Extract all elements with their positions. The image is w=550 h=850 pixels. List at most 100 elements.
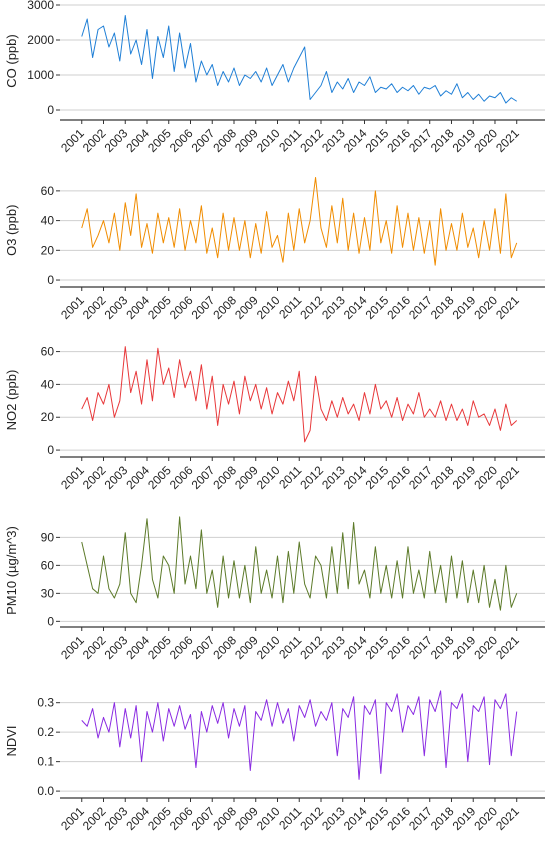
x-tick-label: 2018 (428, 126, 457, 155)
x-tick-label: 2008 (210, 126, 239, 155)
x-tick-label: 2018 (428, 463, 457, 492)
x-tick-label: 2005 (145, 463, 174, 492)
x-tick-label: 2019 (450, 463, 479, 492)
x-tick-label: 2005 (145, 126, 174, 155)
x-tick-label: 2017 (406, 633, 435, 662)
y-tick-label: 0.3 (37, 696, 54, 710)
x-tick-label: 2016 (384, 804, 413, 833)
x-tick-label: 2009 (232, 293, 261, 322)
y-tick-label: 0 (47, 614, 54, 628)
x-tick-label: 2005 (145, 293, 174, 322)
x-tick-label: 2010 (254, 126, 283, 155)
x-tick-label: 2013 (319, 633, 348, 662)
x-tick-label: 2018 (428, 293, 457, 322)
x-tick-label: 2011 (276, 463, 304, 491)
x-tick-label: 2003 (102, 804, 131, 833)
x-tick-label: 2015 (363, 463, 392, 492)
y-tick-label: 0.2 (37, 725, 54, 739)
x-tick-label: 2011 (276, 126, 304, 154)
y-axis-label: PM10 (µg/m^3) (4, 526, 19, 615)
data-line (81, 176, 518, 266)
x-tick-label: 2021 (493, 633, 522, 662)
x-tick-label: 2001 (58, 804, 87, 833)
x-tick-label: 2007 (189, 293, 218, 322)
y-tick-label: 3000 (27, 0, 54, 12)
y-axis-label: O3 (ppb) (4, 205, 19, 256)
x-tick-label: 2013 (319, 126, 348, 155)
x-tick-label: 2017 (406, 293, 435, 322)
y-tick-label: 0.1 (37, 755, 54, 769)
x-tick-label: 2006 (167, 463, 196, 492)
y-tick-label: 20 (41, 410, 55, 424)
x-tick-label: 2020 (471, 126, 500, 155)
x-tick-label: 2004 (123, 126, 152, 155)
x-tick-label: 2003 (102, 463, 131, 492)
y-tick-label: 0 (47, 443, 54, 457)
x-tick-label: 2003 (102, 126, 131, 155)
y-tick-label: 60 (41, 345, 55, 359)
x-tick-label: 2007 (189, 126, 218, 155)
x-tick-label: 2018 (428, 804, 457, 833)
x-tick-label: 2019 (450, 126, 479, 155)
x-tick-label: 2002 (80, 293, 109, 322)
x-tick-label: 2013 (319, 463, 348, 492)
x-tick-label: 2005 (145, 633, 174, 662)
x-tick-label: 2012 (297, 633, 326, 662)
x-tick-label: 2006 (167, 804, 196, 833)
x-tick-label: 2016 (384, 293, 413, 322)
x-tick-label: 2014 (341, 804, 370, 833)
x-tick-label: 2009 (232, 463, 261, 492)
y-tick-label: 0.0 (37, 784, 54, 798)
x-tick-label: 2004 (123, 293, 152, 322)
x-tick-label: 2021 (493, 126, 522, 155)
x-tick-label: 2002 (80, 126, 109, 155)
x-tick-label: 2004 (123, 804, 152, 833)
x-tick-label: 2018 (428, 633, 457, 662)
x-tick-label: 2014 (341, 126, 370, 155)
y-tick-label: 0 (47, 103, 54, 117)
x-tick-label: 2009 (232, 633, 261, 662)
x-tick-label: 2013 (319, 804, 348, 833)
y-axis-label: NO2 (ppb) (4, 370, 19, 431)
x-tick-label: 2003 (102, 293, 131, 322)
x-tick-label: 2008 (210, 633, 239, 662)
x-tick-label: 2019 (450, 804, 479, 833)
x-tick-label: 2016 (384, 633, 413, 662)
x-tick-label: 2004 (123, 633, 152, 662)
y-tick-label: 0 (47, 273, 54, 287)
x-tick-label: 2015 (363, 126, 392, 155)
x-tick-label: 2002 (80, 633, 109, 662)
x-tick-label: 2020 (471, 633, 500, 662)
x-tick-label: 2014 (341, 293, 370, 322)
x-tick-label: 2010 (254, 804, 283, 833)
x-tick-label: 2015 (363, 804, 392, 833)
x-tick-label: 2019 (450, 293, 479, 322)
x-tick-label: 2021 (493, 804, 522, 833)
x-tick-label: 2002 (80, 804, 109, 833)
y-tick-label: 1000 (27, 68, 54, 82)
x-tick-label: 2017 (406, 804, 435, 833)
x-tick-label: 2007 (189, 804, 218, 833)
x-tick-label: 2017 (406, 463, 435, 492)
x-tick-label: 2008 (210, 293, 239, 322)
y-tick-label: 20 (41, 243, 55, 257)
x-tick-label: 2002 (80, 463, 109, 492)
data-line (81, 15, 518, 104)
x-tick-label: 2006 (167, 293, 196, 322)
x-tick-label: 2011 (276, 633, 304, 661)
x-tick-label: 2016 (384, 126, 413, 155)
x-tick-label: 2009 (232, 804, 261, 833)
x-tick-label: 2013 (319, 293, 348, 322)
x-tick-label: 2003 (102, 633, 131, 662)
y-tick-label: 30 (41, 586, 55, 600)
y-tick-label: 60 (41, 558, 55, 572)
x-tick-label: 2020 (471, 804, 500, 833)
x-tick-label: 2019 (450, 633, 479, 662)
x-tick-label: 2017 (406, 126, 435, 155)
x-tick-label: 2015 (363, 293, 392, 322)
x-tick-label: 2012 (297, 126, 326, 155)
x-tick-label: 2012 (297, 804, 326, 833)
x-tick-label: 2001 (58, 126, 87, 155)
x-tick-label: 2008 (210, 463, 239, 492)
